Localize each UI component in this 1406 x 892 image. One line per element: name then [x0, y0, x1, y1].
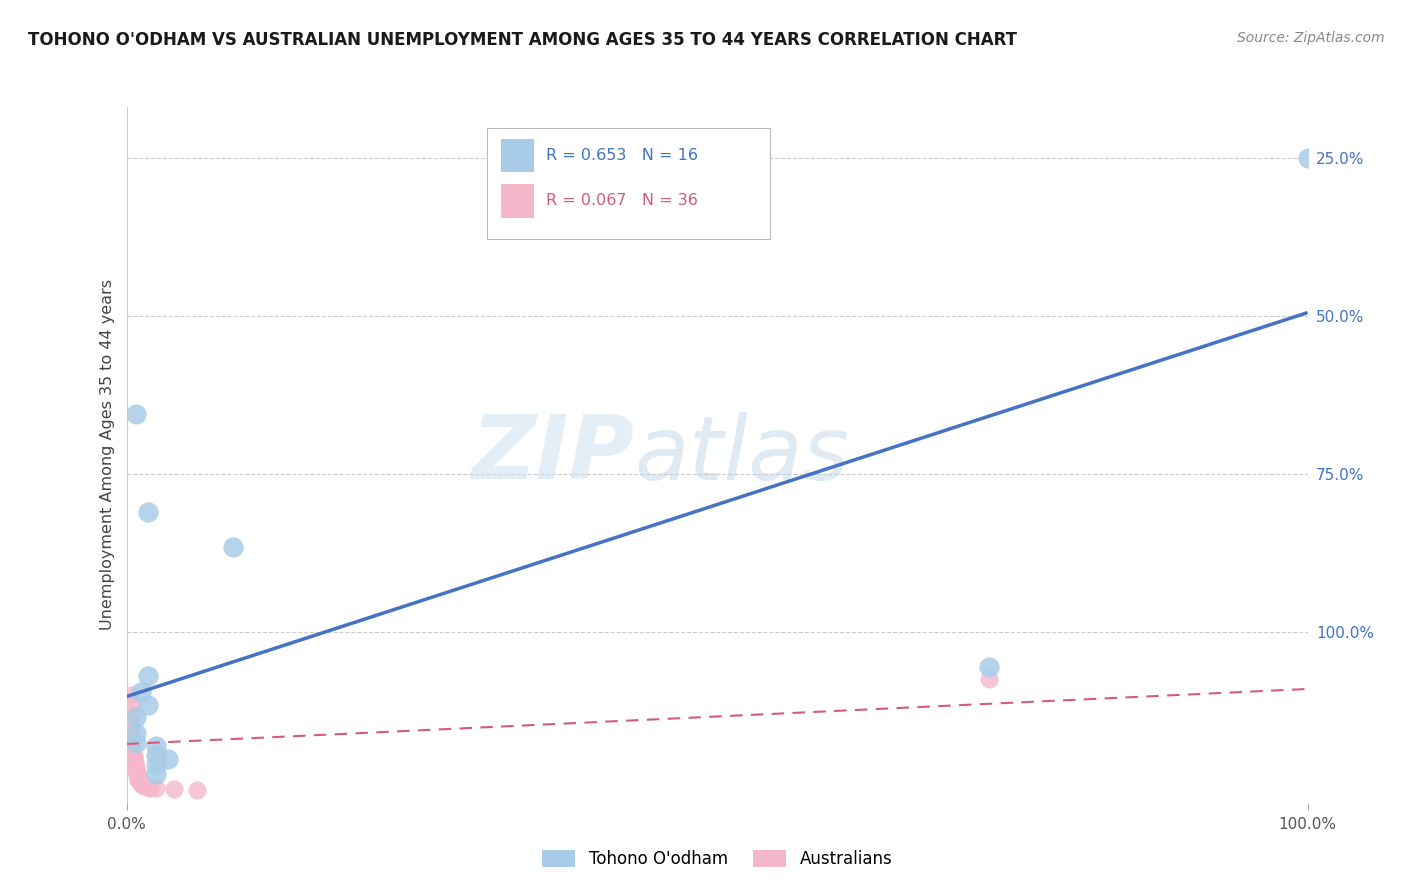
Text: atlas: atlas: [634, 412, 849, 498]
Point: [120, 688, 142, 702]
Point: [120, 730, 142, 744]
Point: [122, 751, 145, 765]
Point: [125, 762, 148, 776]
Point: [136, 698, 159, 712]
Point: [122, 753, 145, 767]
Point: [120, 707, 142, 722]
Point: [120, 698, 142, 712]
Point: [125, 736, 148, 750]
Point: [127, 772, 149, 786]
Point: [120, 725, 142, 739]
Point: [120, 738, 142, 752]
Point: [120, 720, 142, 734]
Point: [136, 780, 159, 794]
Point: [129, 775, 152, 789]
Point: [127, 769, 149, 783]
Point: [131, 778, 153, 792]
Point: [121, 741, 143, 756]
Point: [145, 739, 167, 753]
Point: [122, 748, 145, 763]
Point: [120, 734, 142, 748]
Bar: [501, 185, 534, 218]
Point: [125, 726, 148, 740]
Point: [145, 767, 167, 781]
Point: [977, 673, 1000, 687]
Point: [977, 660, 1000, 674]
Point: [125, 710, 148, 724]
Text: R = 0.653   N = 16: R = 0.653 N = 16: [546, 148, 697, 163]
Point: [127, 767, 149, 781]
Point: [129, 685, 152, 699]
Bar: [501, 139, 534, 172]
Point: [128, 774, 150, 789]
Point: [129, 777, 152, 791]
Point: [124, 760, 146, 774]
Point: [222, 540, 245, 554]
Point: [125, 407, 148, 421]
Point: [136, 669, 159, 683]
Point: [127, 765, 149, 780]
Point: [145, 748, 167, 763]
Text: ZIP: ZIP: [471, 411, 634, 499]
Point: [134, 780, 156, 794]
Point: [136, 505, 159, 519]
Point: [121, 745, 143, 759]
Point: [145, 757, 167, 772]
Point: [156, 751, 179, 765]
Y-axis label: Unemployment Among Ages 35 to 44 years: Unemployment Among Ages 35 to 44 years: [100, 279, 115, 631]
Text: Source: ZipAtlas.com: Source: ZipAtlas.com: [1237, 31, 1385, 45]
Point: [120, 714, 142, 728]
Point: [1296, 151, 1319, 165]
Point: [186, 782, 208, 797]
FancyBboxPatch shape: [486, 128, 770, 239]
Point: [145, 781, 167, 796]
Point: [124, 756, 146, 770]
Legend: Tohono O'odham, Australians: Tohono O'odham, Australians: [536, 843, 898, 874]
Point: [124, 757, 146, 772]
Point: [127, 771, 149, 785]
Point: [125, 764, 148, 778]
Point: [163, 781, 186, 796]
Text: R = 0.067   N = 36: R = 0.067 N = 36: [546, 194, 697, 209]
Text: TOHONO O'ODHAM VS AUSTRALIAN UNEMPLOYMENT AMONG AGES 35 TO 44 YEARS CORRELATION : TOHONO O'ODHAM VS AUSTRALIAN UNEMPLOYMEN…: [28, 31, 1017, 49]
Point: [139, 780, 162, 795]
Point: [127, 772, 149, 787]
